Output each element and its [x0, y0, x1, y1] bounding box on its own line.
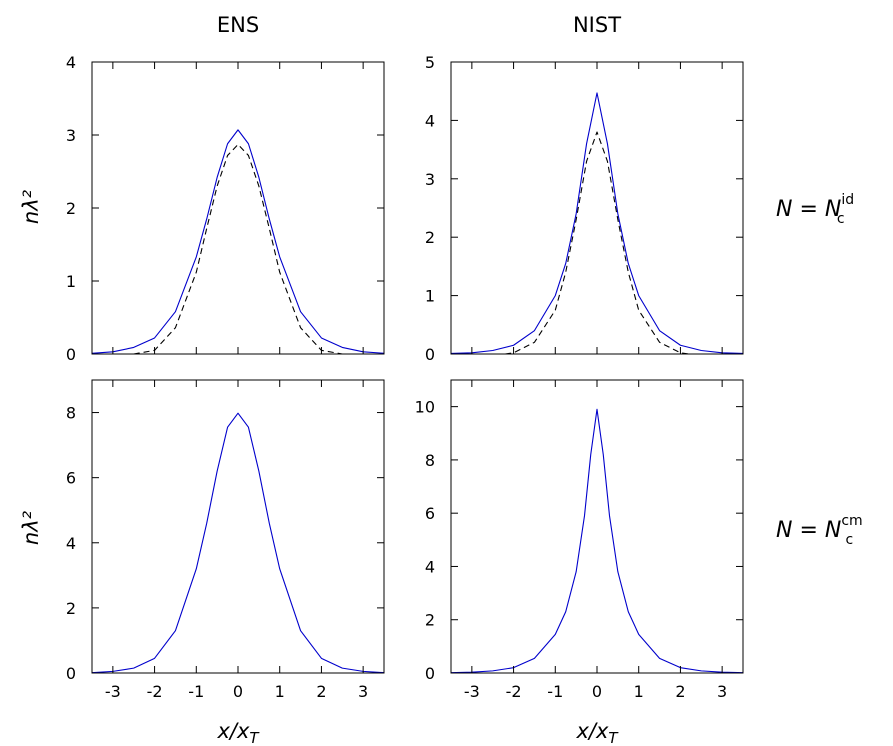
y-tick-label: 1 [66, 272, 76, 291]
y-tick-label: 10 [415, 398, 435, 417]
x-tick-label: 1 [634, 682, 644, 701]
x-tick-label: 2 [316, 682, 326, 701]
y-tick-label: 8 [66, 404, 76, 423]
series-solid-line [451, 92, 743, 354]
y-tick-label: 6 [66, 469, 76, 488]
panels: 0 1 2 3 4 0 1 2 3 4 5 -3 -2 -1 0 1 2 3 0 2 4 6 8 -3 -2 -1 0 1 2 3 0 2 4 6… [66, 53, 744, 701]
series-solid-line [92, 412, 384, 673]
x-tick-label: 2 [675, 682, 685, 701]
x-tick-label: -2 [147, 682, 163, 701]
panel-3: -3 -2 -1 0 1 2 3 0 2 4 6 8 [66, 379, 385, 701]
y-axis-label-top: nλ² [19, 189, 43, 224]
x-tick-label: -1 [188, 682, 204, 701]
y-tick-label: 0 [66, 345, 76, 364]
y-tick-label: 2 [425, 228, 435, 247]
y-tick-label: 4 [425, 557, 435, 576]
y-tick-label: 2 [425, 611, 435, 630]
row-label-id: N = Nid c [776, 192, 854, 227]
plot-frame [91, 61, 385, 355]
x-tick-label: 1 [275, 682, 285, 701]
y-tick-label: 4 [425, 111, 435, 130]
x-tick-label: 0 [233, 682, 243, 701]
column-title-nist: NIST [573, 13, 621, 37]
y-tick-label: 1 [425, 287, 435, 306]
panel-1: 0 1 2 3 4 [66, 53, 385, 364]
x-tick-label: -1 [547, 682, 563, 701]
y-tick-label: 8 [425, 451, 435, 470]
y-tick-label: 0 [425, 345, 435, 364]
y-tick-label: 4 [66, 534, 76, 553]
panel-4: -3 -2 -1 0 1 2 3 0 2 4 6 8 10 [415, 379, 744, 701]
series-solid-line [92, 129, 384, 354]
y-tick-label: 0 [66, 664, 76, 683]
row-label-cm: N = Ncm c [776, 513, 863, 548]
plot-frame [450, 379, 744, 674]
x-tick-label: 3 [717, 682, 727, 701]
x-tick-label: -3 [105, 682, 121, 701]
y-tick-label: 3 [425, 170, 435, 189]
series-solid-line [451, 408, 743, 673]
column-title-ens: ENS [217, 13, 259, 37]
panel-2: 0 1 2 3 4 5 [425, 53, 744, 364]
x-tick-label: -2 [506, 682, 522, 701]
y-tick-label: 4 [66, 53, 76, 72]
x-tick-label: -3 [464, 682, 480, 701]
plot-frame [450, 61, 744, 355]
x-tick-label: 0 [592, 682, 602, 701]
x-axis-label-right: x/xT [575, 719, 619, 746]
x-axis-label-left: x/xT [216, 719, 260, 746]
x-tick-label: 3 [358, 682, 368, 701]
y-tick-label: 3 [66, 126, 76, 145]
y-axis-label-bottom: nλ² [19, 510, 43, 545]
y-tick-label: 6 [425, 504, 435, 523]
plot-frame [91, 379, 385, 674]
y-tick-label: 2 [66, 599, 76, 618]
y-tick-label: 2 [66, 199, 76, 218]
series-dashed-line [133, 143, 343, 354]
y-tick-label: 0 [425, 664, 435, 683]
series-dashed-line [505, 131, 689, 354]
y-tick-label: 5 [425, 53, 435, 72]
